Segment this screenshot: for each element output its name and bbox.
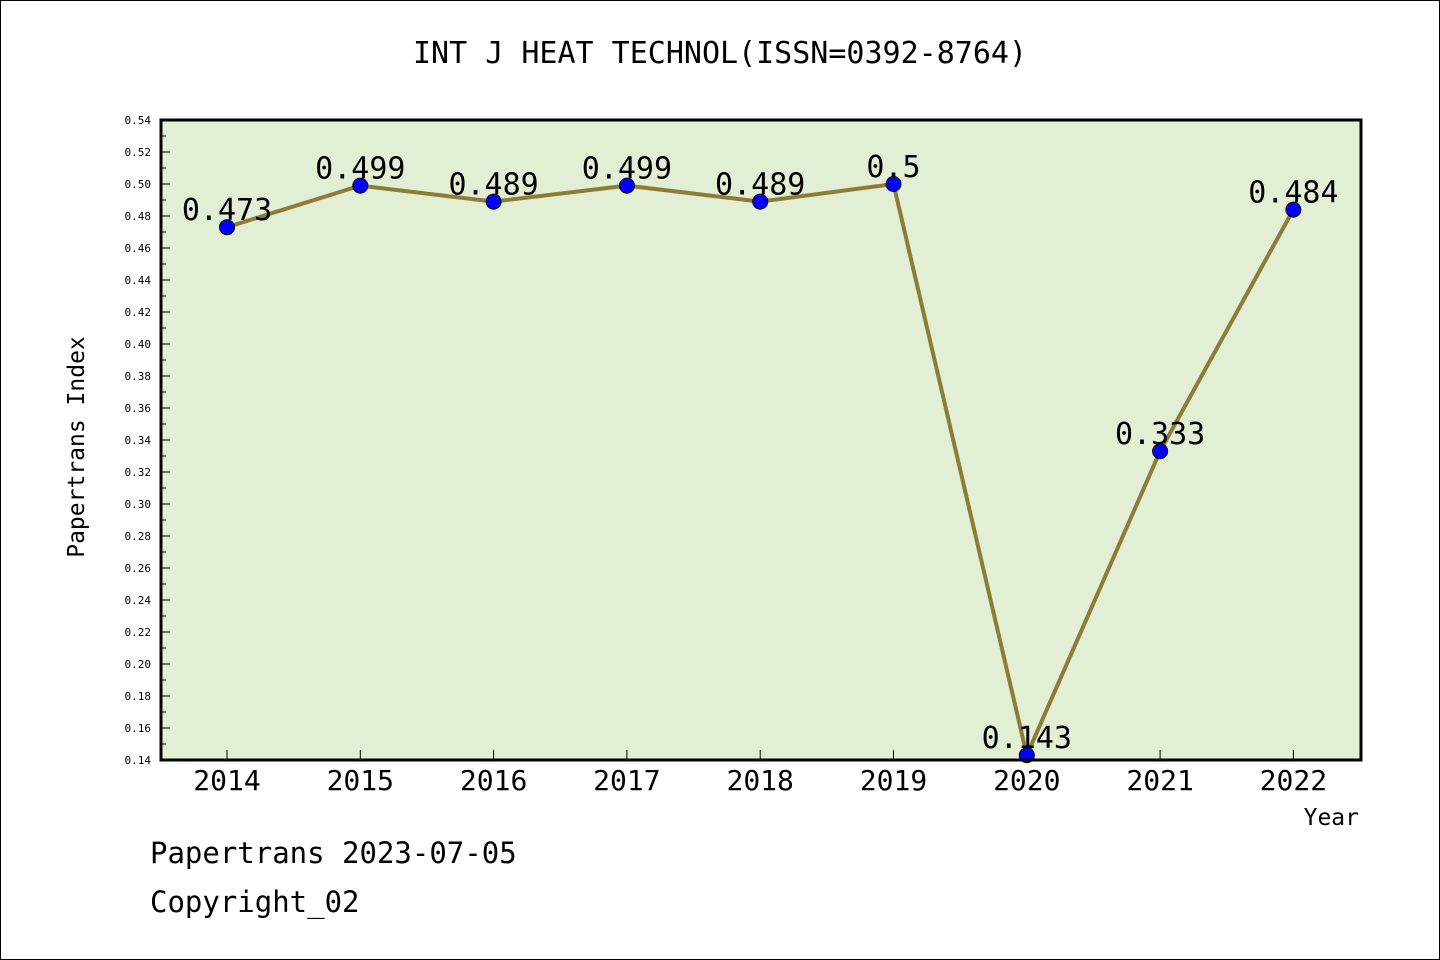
data-point xyxy=(485,193,502,210)
data-point xyxy=(1152,443,1169,460)
plot-area xyxy=(161,120,1361,760)
x-axis-label: Year xyxy=(1304,805,1359,831)
x-tick-label: 2021 xyxy=(1126,764,1193,797)
y-tick-label: 0.52 xyxy=(125,146,152,159)
y-tick-label: 0.36 xyxy=(125,402,152,415)
x-tick-label: 2015 xyxy=(327,764,394,797)
y-tick-label: 0.54 xyxy=(125,114,152,127)
x-tick-label: 2018 xyxy=(726,764,793,797)
y-tick-label: 0.28 xyxy=(125,530,152,543)
data-point xyxy=(885,176,902,192)
x-axis: 2014 2015 2016 2017 2018 2019 2020 2021 2022 xyxy=(193,750,1327,797)
data-point xyxy=(352,177,369,194)
x-tick-label: 2020 xyxy=(993,764,1060,797)
footer-date: Papertrans 2023-07-05 xyxy=(150,836,517,870)
data-label: 0.473 xyxy=(182,193,272,228)
data-point xyxy=(752,193,769,210)
footer-copyright: Copyright_02 xyxy=(150,885,360,919)
y-tick-label: 0.48 xyxy=(125,210,152,223)
data-label: 0.5 xyxy=(866,150,920,185)
y-tick-label: 0.18 xyxy=(125,690,152,703)
chart-title: INT J HEAT TECHNOL(ISSN=0392-8764) xyxy=(412,36,1028,71)
y-tick-label: 0.46 xyxy=(125,242,152,255)
y-tick-label: 0.22 xyxy=(125,626,152,639)
y-tick-label: 0.26 xyxy=(125,562,152,575)
x-tick-label: 2017 xyxy=(593,764,660,797)
y-tick-label: 0.16 xyxy=(125,722,152,735)
plot-border xyxy=(159,118,1363,762)
data-label: 0.333 xyxy=(1115,417,1205,452)
y-axis: 0.14 0.16 0.18 0.20 0.22 0.24 0.26 0.28 0.30 0.32… xyxy=(125,114,170,767)
data-label: 0.143 xyxy=(982,721,1072,756)
data-label: 0.484 xyxy=(1248,176,1338,211)
x-tick-label: 2016 xyxy=(460,764,527,797)
data-label: 0.499 xyxy=(582,152,672,187)
data-point xyxy=(618,177,635,194)
y-tick-label: 0.38 xyxy=(125,370,152,383)
y-axis-label: Papertrans Index xyxy=(64,336,90,558)
y-tick-label: 0.34 xyxy=(125,434,152,447)
x-tick-label: 2019 xyxy=(860,764,927,797)
y-tick-label: 0.30 xyxy=(125,498,152,511)
y-tick-label: 0.50 xyxy=(125,178,152,191)
y-tick-label: 0.14 xyxy=(125,754,152,767)
data-label: 0.489 xyxy=(448,168,538,203)
x-tick-label: 2014 xyxy=(193,764,260,797)
data-point xyxy=(219,219,235,236)
y-tick-label: 0.20 xyxy=(125,658,152,671)
y-tick-label: 0.42 xyxy=(125,306,152,319)
y-tick-label: 0.24 xyxy=(125,594,152,607)
data-point xyxy=(1285,201,1302,218)
data-label: 0.499 xyxy=(315,152,405,187)
y-tick-label: 0.44 xyxy=(125,274,152,287)
y-tick-label: 0.32 xyxy=(125,466,152,479)
series-group: 0.473 0.499 0.489 0.499 0.489 0.5 0.143 0.333 0.… xyxy=(182,150,1339,764)
data-label: 0.489 xyxy=(715,168,805,203)
y-tick-label: 0.40 xyxy=(125,338,152,351)
x-tick-label: 2022 xyxy=(1260,764,1327,797)
